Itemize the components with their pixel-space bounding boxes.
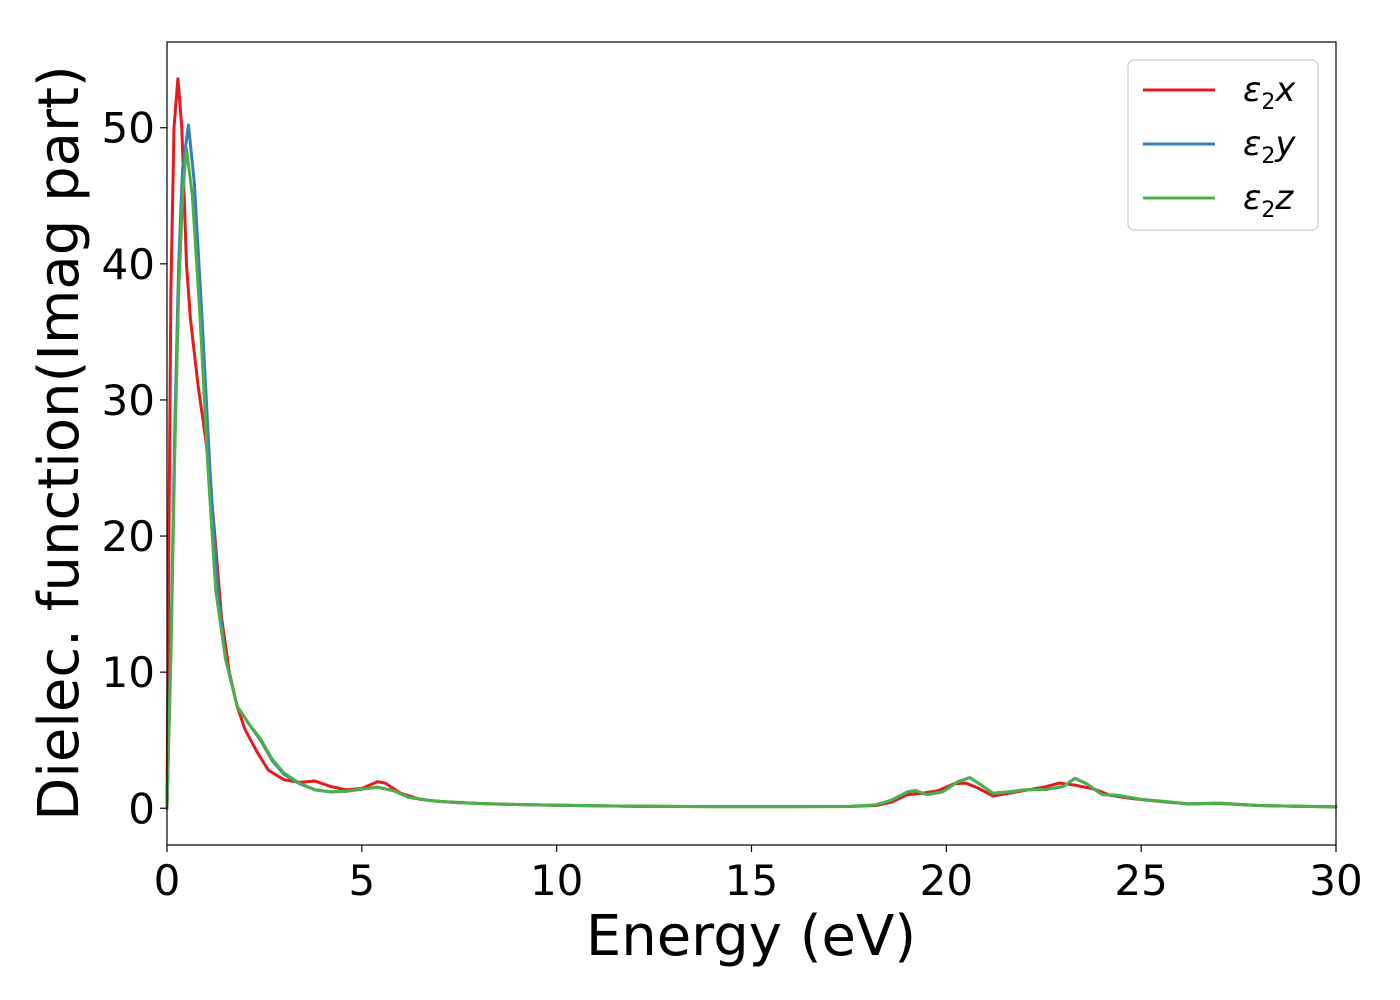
x-tick-label: 30 bbox=[1309, 856, 1362, 905]
series-line-z bbox=[165, 146, 1338, 810]
legend-label-z: ε2z bbox=[1243, 178, 1294, 223]
x-tick-label: 25 bbox=[1114, 856, 1167, 905]
y-tick-label: 40 bbox=[102, 240, 155, 289]
y-tick-label: 20 bbox=[102, 512, 155, 561]
legend-label-y: ε2y bbox=[1243, 124, 1296, 169]
x-tick-label: 10 bbox=[530, 856, 583, 905]
x-tick-label: 5 bbox=[348, 856, 375, 905]
y-tick-label: 50 bbox=[102, 104, 155, 153]
y-axis-label: Dielec. function(Imag part) bbox=[27, 65, 92, 821]
x-axis-ticks: 0 5 10 15 20 25 30 bbox=[154, 845, 1363, 905]
y-tick-label: 30 bbox=[102, 376, 155, 425]
x-tick-label: 20 bbox=[920, 856, 973, 905]
legend-box bbox=[1127, 59, 1319, 231]
x-tick-label: 0 bbox=[154, 856, 181, 905]
x-tick-label: 15 bbox=[725, 856, 778, 905]
legend: ε2x ε2y ε2z bbox=[1127, 59, 1319, 231]
x-axis-label: Energy (eV) bbox=[586, 904, 916, 969]
y-tick-label: 10 bbox=[102, 648, 155, 697]
legend-label-x: ε2x bbox=[1243, 70, 1296, 115]
y-axis-ticks: 0 10 20 30 40 50 bbox=[102, 104, 167, 833]
series-layer bbox=[165, 77, 1338, 810]
y-tick-label: 0 bbox=[128, 784, 155, 833]
